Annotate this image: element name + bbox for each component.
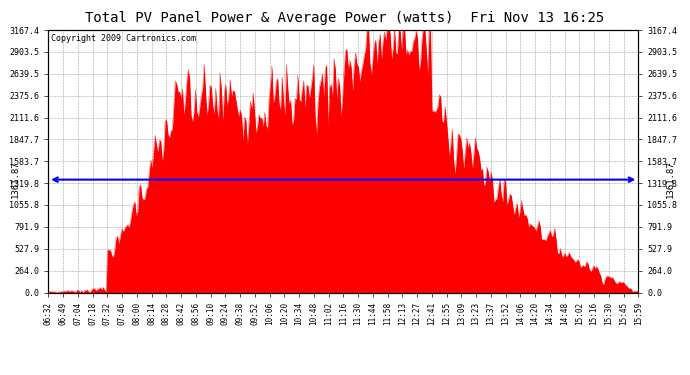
Text: 1361.87: 1361.87 [667, 161, 676, 198]
Text: 1361.87: 1361.87 [11, 161, 20, 198]
Text: Copyright 2009 Cartronics.com: Copyright 2009 Cartronics.com [51, 34, 196, 43]
Text: Total PV Panel Power & Average Power (watts)  Fri Nov 13 16:25: Total PV Panel Power & Average Power (wa… [86, 11, 604, 25]
